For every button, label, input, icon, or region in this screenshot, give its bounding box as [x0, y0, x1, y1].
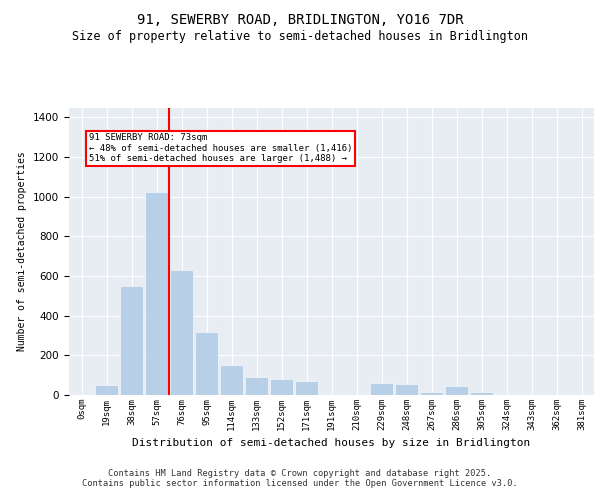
Bar	[270, 379, 293, 395]
Bar	[95, 385, 118, 395]
Bar	[220, 366, 243, 395]
Bar	[245, 377, 268, 395]
Text: 91, SEWERBY ROAD, BRIDLINGTON, YO16 7DR: 91, SEWERBY ROAD, BRIDLINGTON, YO16 7DR	[137, 12, 463, 26]
Y-axis label: Number of semi-detached properties: Number of semi-detached properties	[17, 152, 28, 351]
Bar	[295, 381, 318, 395]
Text: 91 SEWERBY ROAD: 73sqm
← 48% of semi-detached houses are smaller (1,416)
51% of : 91 SEWERBY ROAD: 73sqm ← 48% of semi-det…	[89, 134, 352, 163]
X-axis label: Distribution of semi-detached houses by size in Bridlington: Distribution of semi-detached houses by …	[133, 438, 530, 448]
Bar	[470, 392, 493, 395]
Bar	[420, 392, 443, 395]
Bar	[145, 192, 168, 395]
Text: Size of property relative to semi-detached houses in Bridlington: Size of property relative to semi-detach…	[72, 30, 528, 43]
Bar	[395, 384, 418, 395]
Bar	[195, 332, 218, 395]
Bar	[170, 270, 193, 395]
Bar	[445, 386, 468, 395]
Text: Contains public sector information licensed under the Open Government Licence v3: Contains public sector information licen…	[82, 478, 518, 488]
Bar	[370, 383, 393, 395]
Text: Contains HM Land Registry data © Crown copyright and database right 2025.: Contains HM Land Registry data © Crown c…	[109, 470, 491, 478]
Bar	[120, 286, 143, 395]
